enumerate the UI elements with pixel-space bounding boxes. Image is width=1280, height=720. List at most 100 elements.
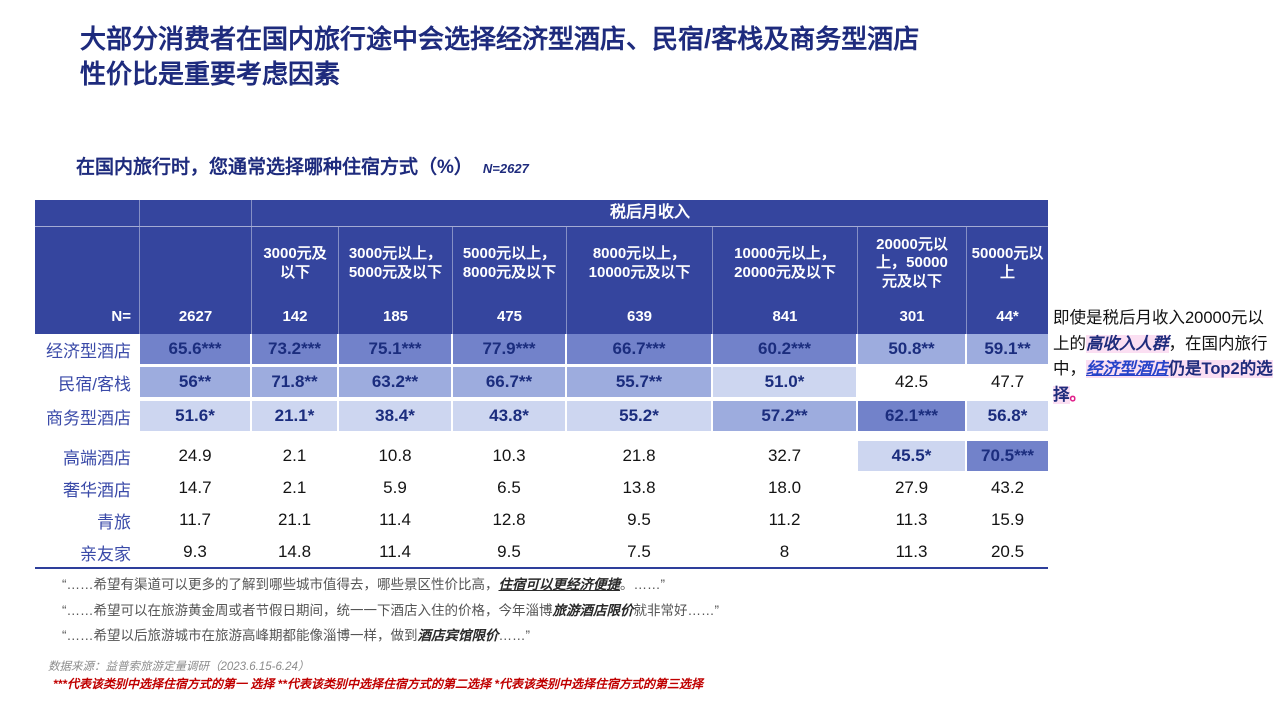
table-cell: 11.3 — [858, 537, 967, 567]
annotation-segment: ，在国内旅行中， — [1053, 334, 1268, 379]
significance-note: ***代表该类别中选择住宿方式的第一 选择 **代表该类别中选择住宿方式的第二选… — [53, 677, 704, 691]
page-title-line1: 大部分消费者在国内旅行途中会选择经济型酒店、民宿/客栈及商务型酒店 — [80, 24, 920, 54]
table-row: 高端酒店 24.9 2.1 10.8 10.3 21.8 32.7 45.5* 70.5*** — [35, 441, 1048, 471]
table-cell: 43.8* — [453, 401, 567, 431]
n-value: 475 — [453, 300, 567, 334]
quote-line: “……希望可以在旅游黄金周或者节假日期间，统一一下酒店入住的价格，今年淄博旅游酒… — [62, 598, 1062, 624]
quote-segment: 。……” — [620, 577, 665, 592]
annotation-segment: 。 — [1069, 385, 1087, 404]
row-label: 经济型酒店 — [35, 334, 140, 364]
n-value: 2627 — [140, 300, 252, 334]
table-row: 奢华酒店 14.7 2.1 5.9 6.5 13.8 18.0 27.9 43.2 — [35, 473, 1048, 503]
income-accommodation-table: 税后月收入 3000元及 以下 3000元以上， 5000元及以下 5000元以上， … — [35, 200, 1048, 569]
table-cell: 9.3 — [140, 537, 252, 567]
table-cell: 11.2 — [713, 505, 858, 535]
table-row: 民宿/客栈 56** 71.8** 63.2** 66.7** 55.7** 51.0* 42… — [35, 367, 1048, 397]
n-value: 185 — [339, 300, 453, 334]
table-cell: 62.1*** — [858, 401, 967, 431]
table-cell: 8 — [713, 537, 858, 567]
row-label: 高端酒店 — [35, 441, 140, 471]
table-cell: 21.1* — [252, 401, 339, 431]
n-value: 301 — [858, 300, 967, 334]
page-title: 大部分消费者在国内旅行途中会选择经济型酒店、民宿/客栈及商务型酒店 性价比是重要… — [80, 22, 1200, 92]
column-header: 50000元以 上 — [971, 245, 1044, 281]
income-group-header: 税后月收入 — [609, 204, 690, 222]
quote-segment: “……希望有渠道可以更多的了解到哪些城市值得去，哪些景区性价比高， — [62, 577, 499, 592]
table-row: 亲友家 9.3 14.8 11.4 9.5 7.5 8 11.3 20.5 — [35, 537, 1048, 567]
group-header-spacer — [35, 200, 140, 226]
table-cell: 32.7 — [713, 441, 858, 471]
table-cell: 45.5* — [858, 441, 967, 471]
n-value: 142 — [252, 300, 339, 334]
row-label: 民宿/客栈 — [35, 367, 140, 397]
data-source: 数据来源：益普索旅游定量调研（2023.6.15-6.24） — [48, 661, 310, 673]
quote-segment: 住宿可以更经济便捷 — [498, 577, 621, 592]
column-header: 3000元及 以下 — [252, 227, 339, 300]
quote-segment: 旅游酒店限价 — [552, 602, 634, 618]
table-row: 青旅 11.7 21.1 11.4 12.8 9.5 11.2 11.3 15.9 — [35, 505, 1048, 535]
table-cell: 24.9 — [140, 441, 252, 471]
table-cell: 56** — [140, 367, 252, 397]
row-label: 亲友家 — [35, 537, 140, 567]
table-row: 经济型酒店 65.6*** 73.2*** 75.1*** 77.9*** 66.7***… — [35, 334, 1048, 364]
table-cell: 60.2*** — [713, 334, 858, 364]
n-value: 639 — [567, 300, 713, 334]
table-cell: 11.3 — [858, 505, 967, 535]
annotation-segment: 经济型酒店 — [1086, 360, 1169, 378]
table-bottom-rule — [35, 567, 1048, 569]
n-label: N= — [35, 300, 140, 334]
table-cell: 13.8 — [567, 473, 713, 503]
table-cell: 11.4 — [339, 537, 453, 567]
table-cell: 56.8* — [967, 401, 1048, 431]
table-cell: 11.7 — [140, 505, 252, 535]
column-header: 3000元以上， 5000元及以下 — [339, 227, 453, 300]
table-cell: 50.8** — [858, 334, 967, 364]
table-cell: 6.5 — [453, 473, 567, 503]
table-cell: 66.7*** — [567, 334, 713, 364]
table-cell: 7.5 — [567, 537, 713, 567]
table-cell: 55.7** — [567, 367, 713, 397]
annotation-segment: 即使是税后月收入20000元以上的 — [1053, 309, 1264, 353]
table-cell: 27.9 — [858, 473, 967, 503]
group-header-spacer — [140, 200, 252, 226]
table-cell: 21.1 — [252, 505, 339, 535]
quote-segment: 酒店宾馆限价 — [417, 628, 499, 643]
row-label: 青旅 — [35, 505, 140, 535]
table-row: 商务型酒店 51.6* 21.1* 38.4* 43.8* 55.2* 57.2** 62.1… — [35, 401, 1048, 431]
n-value: 44* — [996, 307, 1019, 325]
table-cell: 73.2*** — [252, 334, 339, 364]
table-cell: 15.9 — [990, 510, 1025, 529]
table-cell: 9.5 — [567, 505, 713, 535]
page-title-line2: 性价比是重要考虑因素 — [80, 59, 341, 90]
row-label: 商务型酒店 — [35, 401, 140, 431]
table-cell: 59.1** — [967, 334, 1048, 364]
column-header: 10000元以上， 20000元及以下 — [713, 227, 858, 300]
table-cell: 51.6* — [140, 401, 252, 431]
column-header: 5000元以上， 8000元及以下 — [453, 227, 567, 300]
table-cell: 18.0 — [713, 473, 858, 503]
table-n-row: N= 2627 142 185 475 639 841 301 44* — [35, 300, 1048, 334]
table-cell: 9.5 — [453, 537, 567, 567]
table-cell: 10.3 — [453, 441, 567, 471]
column-header: 8000元以上， 10000元及以下 — [567, 227, 713, 300]
table-cell: 11.4 — [339, 505, 453, 535]
table-cell: 14.7 — [140, 473, 252, 503]
quote-segment: “……希望以后旅游城市在旅游高峰期都能像淄博一样，做到 — [62, 628, 418, 643]
table-cell: 66.7** — [453, 367, 567, 397]
table-cell: 12.8 — [453, 505, 567, 535]
table-cell: 42.5 — [858, 367, 967, 397]
table-cell: 2.1 — [252, 441, 339, 471]
table-cell: 63.2** — [339, 367, 453, 397]
table-group-header-row: 税后月收入 — [35, 200, 1048, 227]
table-cell: 14.8 — [252, 537, 339, 567]
table-cell: 65.6*** — [140, 334, 252, 364]
quote-segment: 就非常好……” — [633, 602, 720, 618]
question-text: 在国内旅行时，您通常选择哪种住宿方式（%） — [76, 157, 473, 178]
table-cell: 51.0* — [713, 367, 858, 397]
table-body: 经济型酒店 65.6*** 73.2*** 75.1*** 77.9*** 66.7***… — [35, 334, 1048, 567]
table-column-header-row: 3000元及 以下 3000元以上， 5000元及以下 5000元以上， 8000元… — [35, 227, 1048, 300]
annotation-segment: 高收入人群 — [1086, 334, 1169, 353]
column-header: 20000元以 上，50000 元及以下 — [858, 227, 967, 300]
n-value: 841 — [713, 300, 858, 334]
